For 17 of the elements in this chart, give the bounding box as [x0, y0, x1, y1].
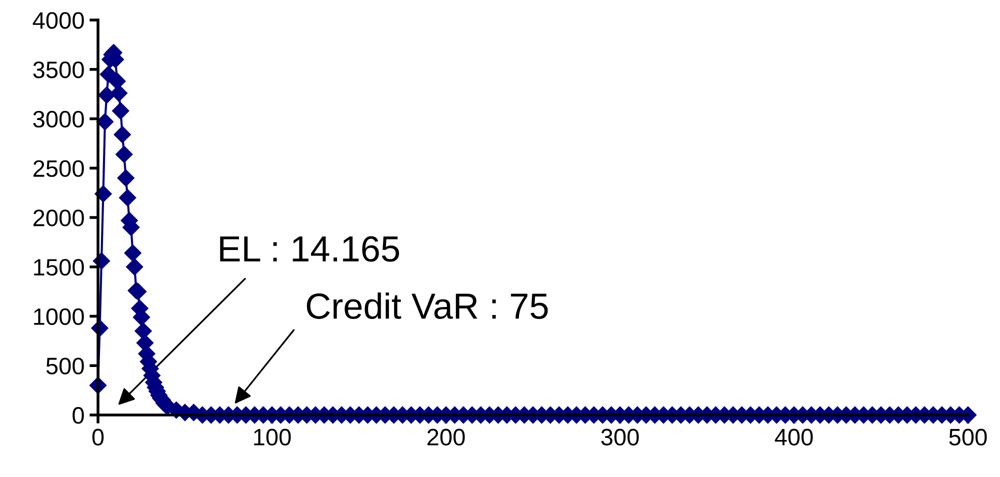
x-tick-label: 300	[601, 428, 639, 446]
y-tick-label: 3500	[33, 61, 84, 78]
x-tick-label: 100	[254, 428, 291, 446]
y-tick-label: 4000	[32, 12, 84, 29]
x-tick-label: 0	[92, 428, 104, 446]
y-tick-label: 3000	[33, 110, 84, 128]
y-tick-label: 1500	[34, 258, 84, 276]
y-tick-label: 0	[72, 407, 84, 424]
x-tick-label: 500	[949, 428, 987, 446]
y-tick-label: 1000	[34, 308, 84, 326]
annotation: Credit VaR : 75	[306, 292, 548, 319]
x-tick-label: 400	[774, 428, 813, 446]
x-tick-label: 200	[427, 428, 465, 446]
y-tick-label: 500	[46, 358, 84, 374]
y-tick-label: 2000	[33, 210, 84, 226]
y-tick-label: 2500	[33, 160, 84, 177]
annotation: EL : 14.165	[220, 236, 400, 262]
